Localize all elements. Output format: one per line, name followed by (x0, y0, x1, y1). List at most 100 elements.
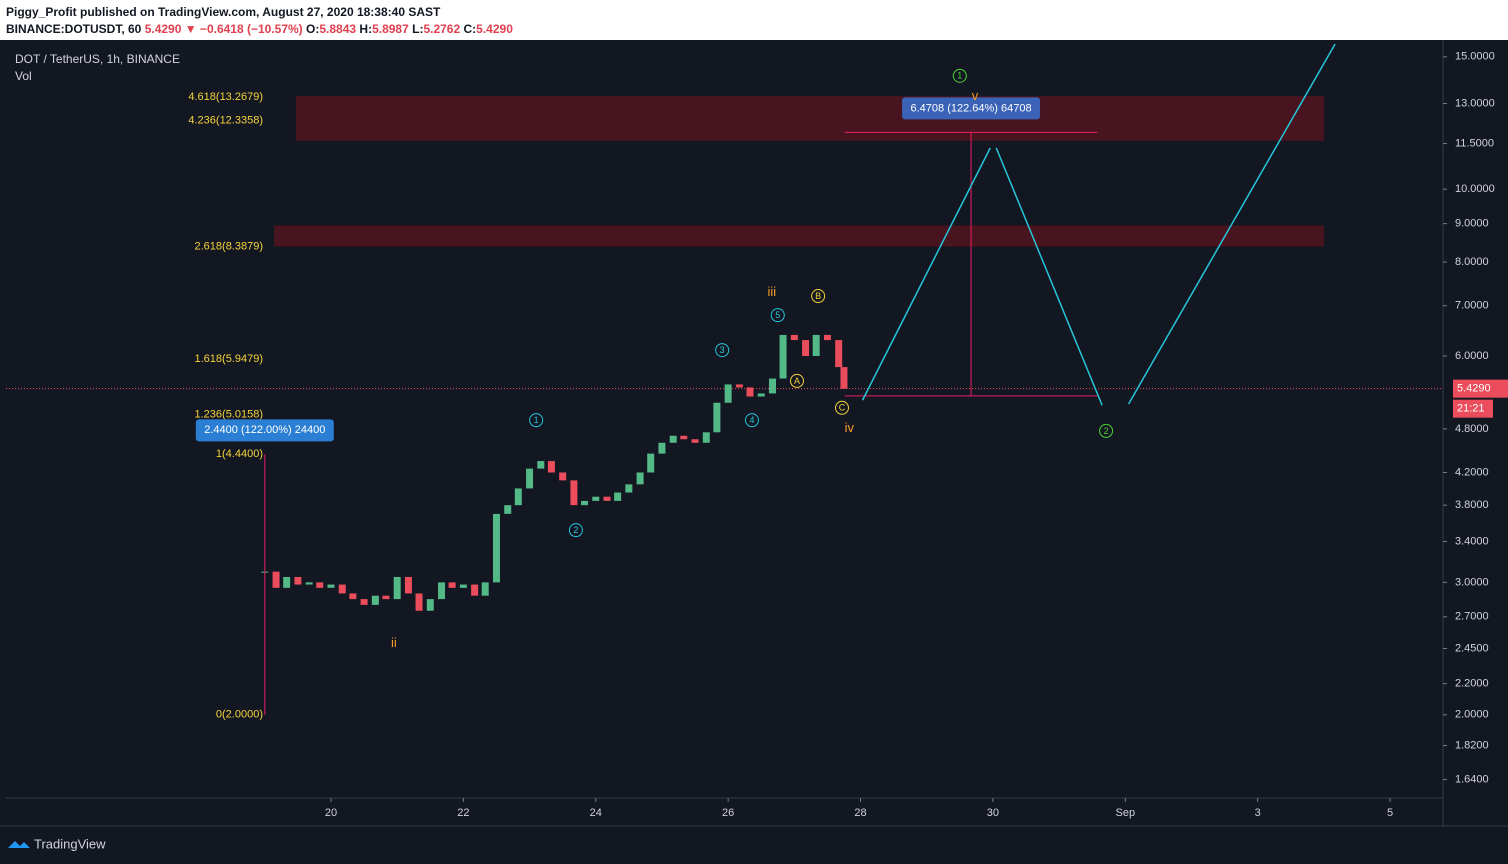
candle (768, 378, 776, 394)
candle (404, 576, 412, 594)
logo (8, 841, 30, 848)
wave-label: C (839, 403, 846, 413)
y-tick-label: 8.0000 (1455, 256, 1489, 268)
y-tick-label: 2.4500 (1455, 642, 1489, 654)
candle (327, 584, 335, 588)
wave-circle (834, 400, 849, 415)
candle (471, 584, 479, 596)
wave-label: v (972, 88, 979, 103)
wave-label: 3 (720, 345, 725, 355)
candle (294, 576, 302, 585)
wave-circle (811, 289, 826, 304)
wave-label: A (794, 376, 800, 386)
y-tick-label: 15.0000 (1455, 51, 1495, 63)
candle (537, 461, 545, 469)
x-tick-label: 24 (590, 807, 602, 819)
measure-box (195, 419, 334, 442)
candle (835, 340, 843, 368)
wave-label: iv (845, 420, 855, 435)
candle (603, 496, 611, 501)
candle (625, 484, 633, 493)
candle (802, 340, 810, 357)
last-price-badge (1453, 379, 1508, 398)
candle (735, 384, 743, 388)
y-tick-label: 10.0000 (1455, 183, 1495, 195)
ticker-part: 5.2762 (423, 22, 464, 36)
wave-circle (789, 373, 804, 388)
chart-background (0, 40, 1508, 864)
ticker-part: O: (306, 22, 320, 36)
wave-circle (770, 308, 785, 323)
candle (360, 599, 368, 605)
y-tick-label: 9.0000 (1455, 218, 1489, 230)
x-tick-label: 22 (457, 807, 469, 819)
countdown-badge (1453, 399, 1493, 418)
candle (669, 435, 677, 443)
y-tick-label: 3.8000 (1455, 499, 1489, 511)
brand: TradingView (34, 836, 106, 851)
candle (316, 582, 324, 588)
y-tick-label: 3.4000 (1455, 535, 1489, 547)
candle (581, 500, 589, 506)
candle (823, 334, 831, 341)
ticker-part: 5.4290 (476, 22, 513, 36)
ticker-part: 5.8843 (319, 22, 360, 36)
fib-label: 4.236(12.3358) (188, 115, 263, 127)
ticker-part: C: (463, 22, 477, 36)
y-tick-label: 6.0000 (1455, 350, 1489, 362)
wave-circle (529, 413, 544, 428)
candle (746, 387, 754, 397)
candle (349, 593, 357, 600)
candle (492, 513, 500, 583)
candle (724, 384, 732, 403)
x-tick-label: 3 (1255, 807, 1261, 819)
projection (1127, 43, 1336, 405)
candle (636, 472, 644, 485)
fib-label: 1.236(5.0158) (195, 408, 264, 420)
candle (438, 582, 446, 600)
fib-label: 0(2.0000) (216, 709, 263, 721)
candle (382, 595, 390, 600)
candle (812, 334, 820, 357)
candle (272, 571, 280, 588)
ticker-line: BINANCE:DOTUSDT, 60 5.4290 ▼ −0.6418 (−1… (6, 22, 513, 36)
x-tick-label: 30 (987, 807, 999, 819)
y-tick-label: 2.0000 (1455, 709, 1489, 721)
x-tick-label: 20 (325, 807, 337, 819)
chart-title: DOT / TetherUS, 1h, BINANCE (15, 52, 180, 66)
fib-zone (274, 225, 1324, 247)
countdown-label: 21:21 (1457, 403, 1485, 415)
ticker-part: BINANCE:DOTUSDT, 60 (6, 22, 145, 36)
candle (691, 439, 699, 443)
fib-label: 1(4.4400) (216, 448, 263, 460)
wave-circle (952, 68, 967, 83)
x-tick-label: 28 (854, 807, 866, 819)
fib-label: 2.618(8.3879) (195, 241, 264, 253)
candle (305, 582, 313, 585)
y-tick-label: 4.8000 (1455, 423, 1489, 435)
y-tick-label: 2.2000 (1455, 678, 1489, 690)
y-tick-label: 3.0000 (1455, 576, 1489, 588)
measure-box (902, 97, 1041, 120)
candle (448, 582, 456, 588)
subtitle: Vol (15, 69, 32, 83)
x-tick-label: 5 (1387, 807, 1393, 819)
candle (757, 393, 765, 397)
ticker-part: 5.4290 ▼ −0.6418 (−10.57%) (144, 22, 307, 36)
y-tick-label: 11.5000 (1455, 137, 1494, 149)
candle (779, 334, 787, 379)
wave-label: B (815, 291, 821, 301)
wave-label: 4 (749, 415, 754, 425)
wave-label: 5 (775, 310, 780, 320)
candle (680, 435, 688, 440)
projection (995, 147, 1103, 406)
y-tick-label: 7.0000 (1455, 300, 1489, 312)
candle (647, 453, 655, 473)
y-tick-label: 1.8200 (1455, 739, 1489, 751)
fib-label: 4.618(13.2679) (188, 91, 263, 103)
candle (559, 472, 567, 481)
y-tick-label: 1.6400 (1455, 773, 1489, 785)
wave-circle (744, 413, 759, 428)
wave-label: ii (391, 635, 397, 650)
y-tick-label: 13.0000 (1455, 97, 1495, 109)
